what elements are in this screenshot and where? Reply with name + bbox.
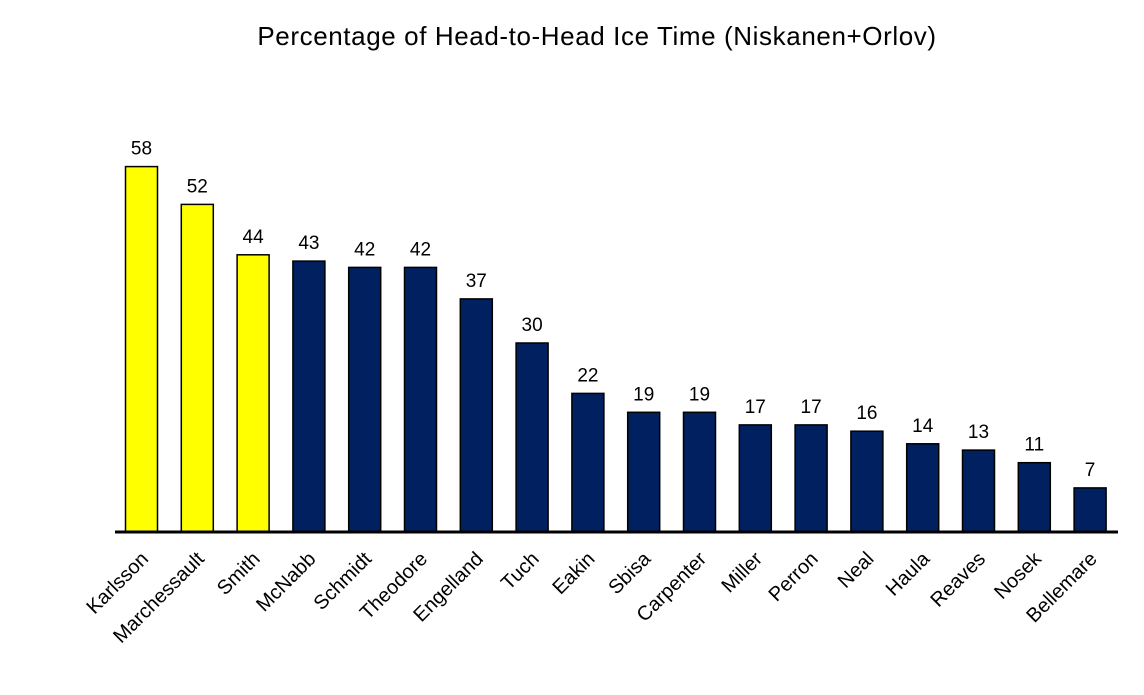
- value-label-nosek: 11: [1024, 435, 1044, 456]
- bar-smith: [236, 254, 270, 533]
- bar-perron: [794, 424, 828, 533]
- bar-nosek: [1017, 461, 1052, 533]
- bar-karlsson: [124, 165, 159, 533]
- bar-eakin: [571, 392, 605, 533]
- bar-theodore: [403, 266, 438, 533]
- value-label-mcnabb: 43: [298, 233, 319, 254]
- bar-reaves: [961, 449, 996, 533]
- bar-engelland: [459, 298, 494, 533]
- bar-sbisa: [626, 411, 661, 533]
- bar-miller: [738, 424, 773, 533]
- bar-mcnabb: [292, 260, 326, 533]
- value-label-schmidt: 42: [354, 239, 375, 260]
- chart-title: Percentage of Head-to-Head Ice Time (Nis…: [257, 21, 936, 51]
- bar-haula: [905, 443, 940, 533]
- bar-tuch: [515, 342, 549, 533]
- value-label-carpenter: 19: [689, 384, 710, 405]
- x-tick-label-perron: Perron: [765, 548, 823, 606]
- bar-neal: [850, 430, 884, 533]
- x-tick-label-tuch: Tuch: [497, 548, 543, 594]
- value-label-neal: 16: [856, 403, 877, 424]
- value-label-eakin: 22: [577, 365, 598, 386]
- x-tick-label-reaves: Reaves: [927, 548, 991, 612]
- value-label-bellemare: 7: [1085, 460, 1096, 481]
- value-label-engelland: 37: [466, 271, 487, 292]
- bar-carpenter: [682, 411, 717, 533]
- value-label-miller: 17: [745, 397, 766, 418]
- bar-bellemare: [1073, 487, 1107, 533]
- bars-group: [124, 165, 1107, 533]
- bar-schmidt: [347, 266, 382, 533]
- value-label-karlsson: 58: [131, 139, 152, 160]
- value-labels-group: 58 52 44 43 42 42 37 30 22 19 19 17 17 16 14 13 11 7: [131, 139, 1095, 481]
- bar-marchessault: [180, 203, 215, 533]
- x-tick-label-smith: Smith: [213, 548, 265, 600]
- x-tick-label-neal: Neal: [834, 548, 879, 593]
- value-label-marchessault: 52: [187, 176, 208, 197]
- value-label-theodore: 42: [410, 239, 431, 260]
- value-label-tuch: 30: [522, 315, 543, 336]
- x-tick-label-mcnabb: McNabb: [252, 548, 320, 616]
- value-label-perron: 17: [801, 397, 822, 418]
- x-tick-label-sbisa: Sbisa: [604, 547, 656, 599]
- x-tick-label-haula: Haula: [882, 547, 935, 600]
- value-label-sbisa: 19: [633, 384, 654, 405]
- x-tick-label-miller: Miller: [717, 548, 767, 598]
- value-label-reaves: 13: [968, 422, 989, 443]
- value-label-haula: 14: [912, 416, 934, 437]
- x-tick-label-eakin: Eakin: [549, 548, 600, 599]
- value-label-smith: 44: [243, 227, 265, 248]
